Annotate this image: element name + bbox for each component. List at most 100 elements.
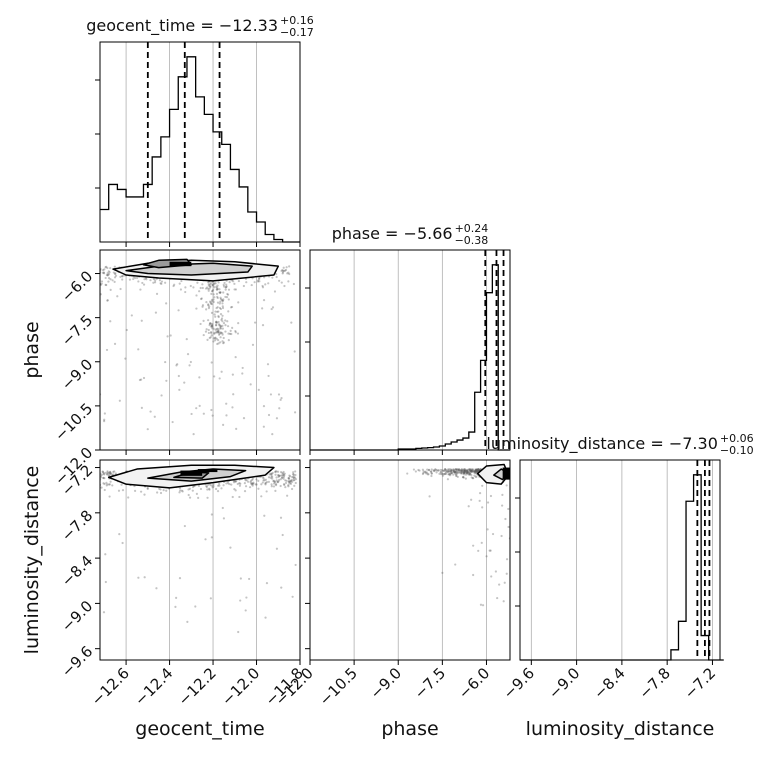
- sample-point: [264, 482, 267, 485]
- sample-point: [220, 298, 223, 302]
- sample-point: [430, 472, 433, 475]
- sample-point: [277, 473, 280, 477]
- sample-point: [207, 287, 210, 291]
- sample-point: [227, 482, 230, 485]
- sample-point: [422, 470, 425, 473]
- sample-point: [155, 292, 159, 295]
- sample-point: [442, 469, 445, 472]
- sample-point: [234, 331, 237, 334]
- sample-point: [488, 549, 491, 552]
- sample-point: [273, 480, 277, 483]
- sample-point: [223, 281, 226, 285]
- sample-point: [208, 336, 211, 340]
- sample-point: [448, 473, 451, 476]
- sample-point: [465, 469, 468, 472]
- sample-point: [103, 473, 106, 476]
- sample-point: [211, 289, 214, 293]
- sample-point: [443, 472, 447, 476]
- sample-point: [216, 490, 220, 493]
- sample-point: [158, 279, 162, 282]
- sample-point: [275, 417, 279, 420]
- sample-point: [260, 495, 263, 498]
- tick-label-x: −9.0: [545, 664, 583, 702]
- sample-point: [113, 280, 116, 283]
- sample-point: [406, 472, 409, 475]
- sample-point: [217, 328, 220, 331]
- sample-point: [222, 336, 225, 340]
- sample-point: [288, 265, 291, 268]
- sample-point: [280, 396, 283, 400]
- sample-point: [211, 283, 214, 287]
- sample-point: [454, 469, 457, 472]
- sample-point: [219, 307, 223, 311]
- sample-point: [216, 306, 219, 309]
- sample-point: [291, 595, 294, 598]
- sample-point: [119, 287, 122, 291]
- sample-point: [212, 485, 215, 488]
- sample-point: [282, 483, 286, 486]
- sample-point: [216, 310, 219, 313]
- sample-point: [102, 271, 105, 274]
- sample-point: [463, 472, 466, 475]
- sample-point: [293, 479, 296, 482]
- axis-label-x-phase: phase: [381, 718, 438, 740]
- sample-point: [197, 484, 201, 487]
- sample-point: [462, 476, 465, 479]
- sample-point: [477, 549, 480, 552]
- tick-label-x: −9.6: [500, 664, 538, 702]
- sample-point: [231, 373, 234, 376]
- sample-point: [187, 493, 190, 497]
- sample-point: [162, 489, 165, 492]
- sample-point: [209, 300, 212, 303]
- sample-point: [215, 306, 218, 310]
- sample-point: [102, 611, 106, 614]
- sample-point: [441, 474, 445, 477]
- sample-point: [214, 282, 217, 285]
- sample-point: [473, 470, 476, 473]
- sample-point: [250, 482, 253, 485]
- sample-point: [443, 468, 447, 471]
- sample-point: [198, 376, 201, 379]
- sample-point: [467, 505, 470, 508]
- sample-point: [178, 487, 182, 490]
- sample-point: [267, 282, 270, 285]
- sample-point: [468, 469, 472, 472]
- sample-point: [439, 471, 442, 474]
- sample-point: [114, 274, 118, 277]
- sample-point: [458, 470, 462, 474]
- sample-point: [427, 468, 431, 471]
- sample-point: [260, 483, 263, 486]
- sample-point: [426, 468, 429, 471]
- sample-point: [287, 476, 290, 480]
- sample-point: [292, 473, 295, 476]
- sample-point: [227, 338, 230, 342]
- sample-point: [287, 271, 290, 274]
- sample-point: [290, 478, 293, 481]
- panel-frame: [309, 459, 511, 661]
- sample-point: [432, 469, 435, 472]
- sample-point: [271, 477, 274, 480]
- sample-point: [472, 470, 476, 473]
- sample-point: [275, 272, 278, 276]
- sample-point: [217, 331, 221, 334]
- sample-point: [214, 310, 217, 313]
- sample-point: [225, 283, 228, 286]
- sample-point: [104, 580, 107, 584]
- sample-point: [280, 281, 283, 284]
- sample-point: [261, 307, 264, 310]
- sample-point: [470, 498, 473, 501]
- sample-point: [243, 482, 246, 485]
- sample-point: [456, 468, 459, 471]
- sample-point: [472, 470, 476, 473]
- sample-point: [292, 471, 295, 474]
- title-main: luminosity_distance = −7.30: [486, 434, 717, 454]
- sample-point: [250, 283, 253, 287]
- sample-point: [273, 290, 277, 293]
- sample-point: [222, 285, 226, 288]
- tick-label-y: −9.0: [58, 355, 96, 393]
- sample-point: [468, 468, 472, 471]
- sample-point: [222, 322, 226, 325]
- sample-point: [276, 470, 280, 473]
- sample-point: [109, 278, 112, 281]
